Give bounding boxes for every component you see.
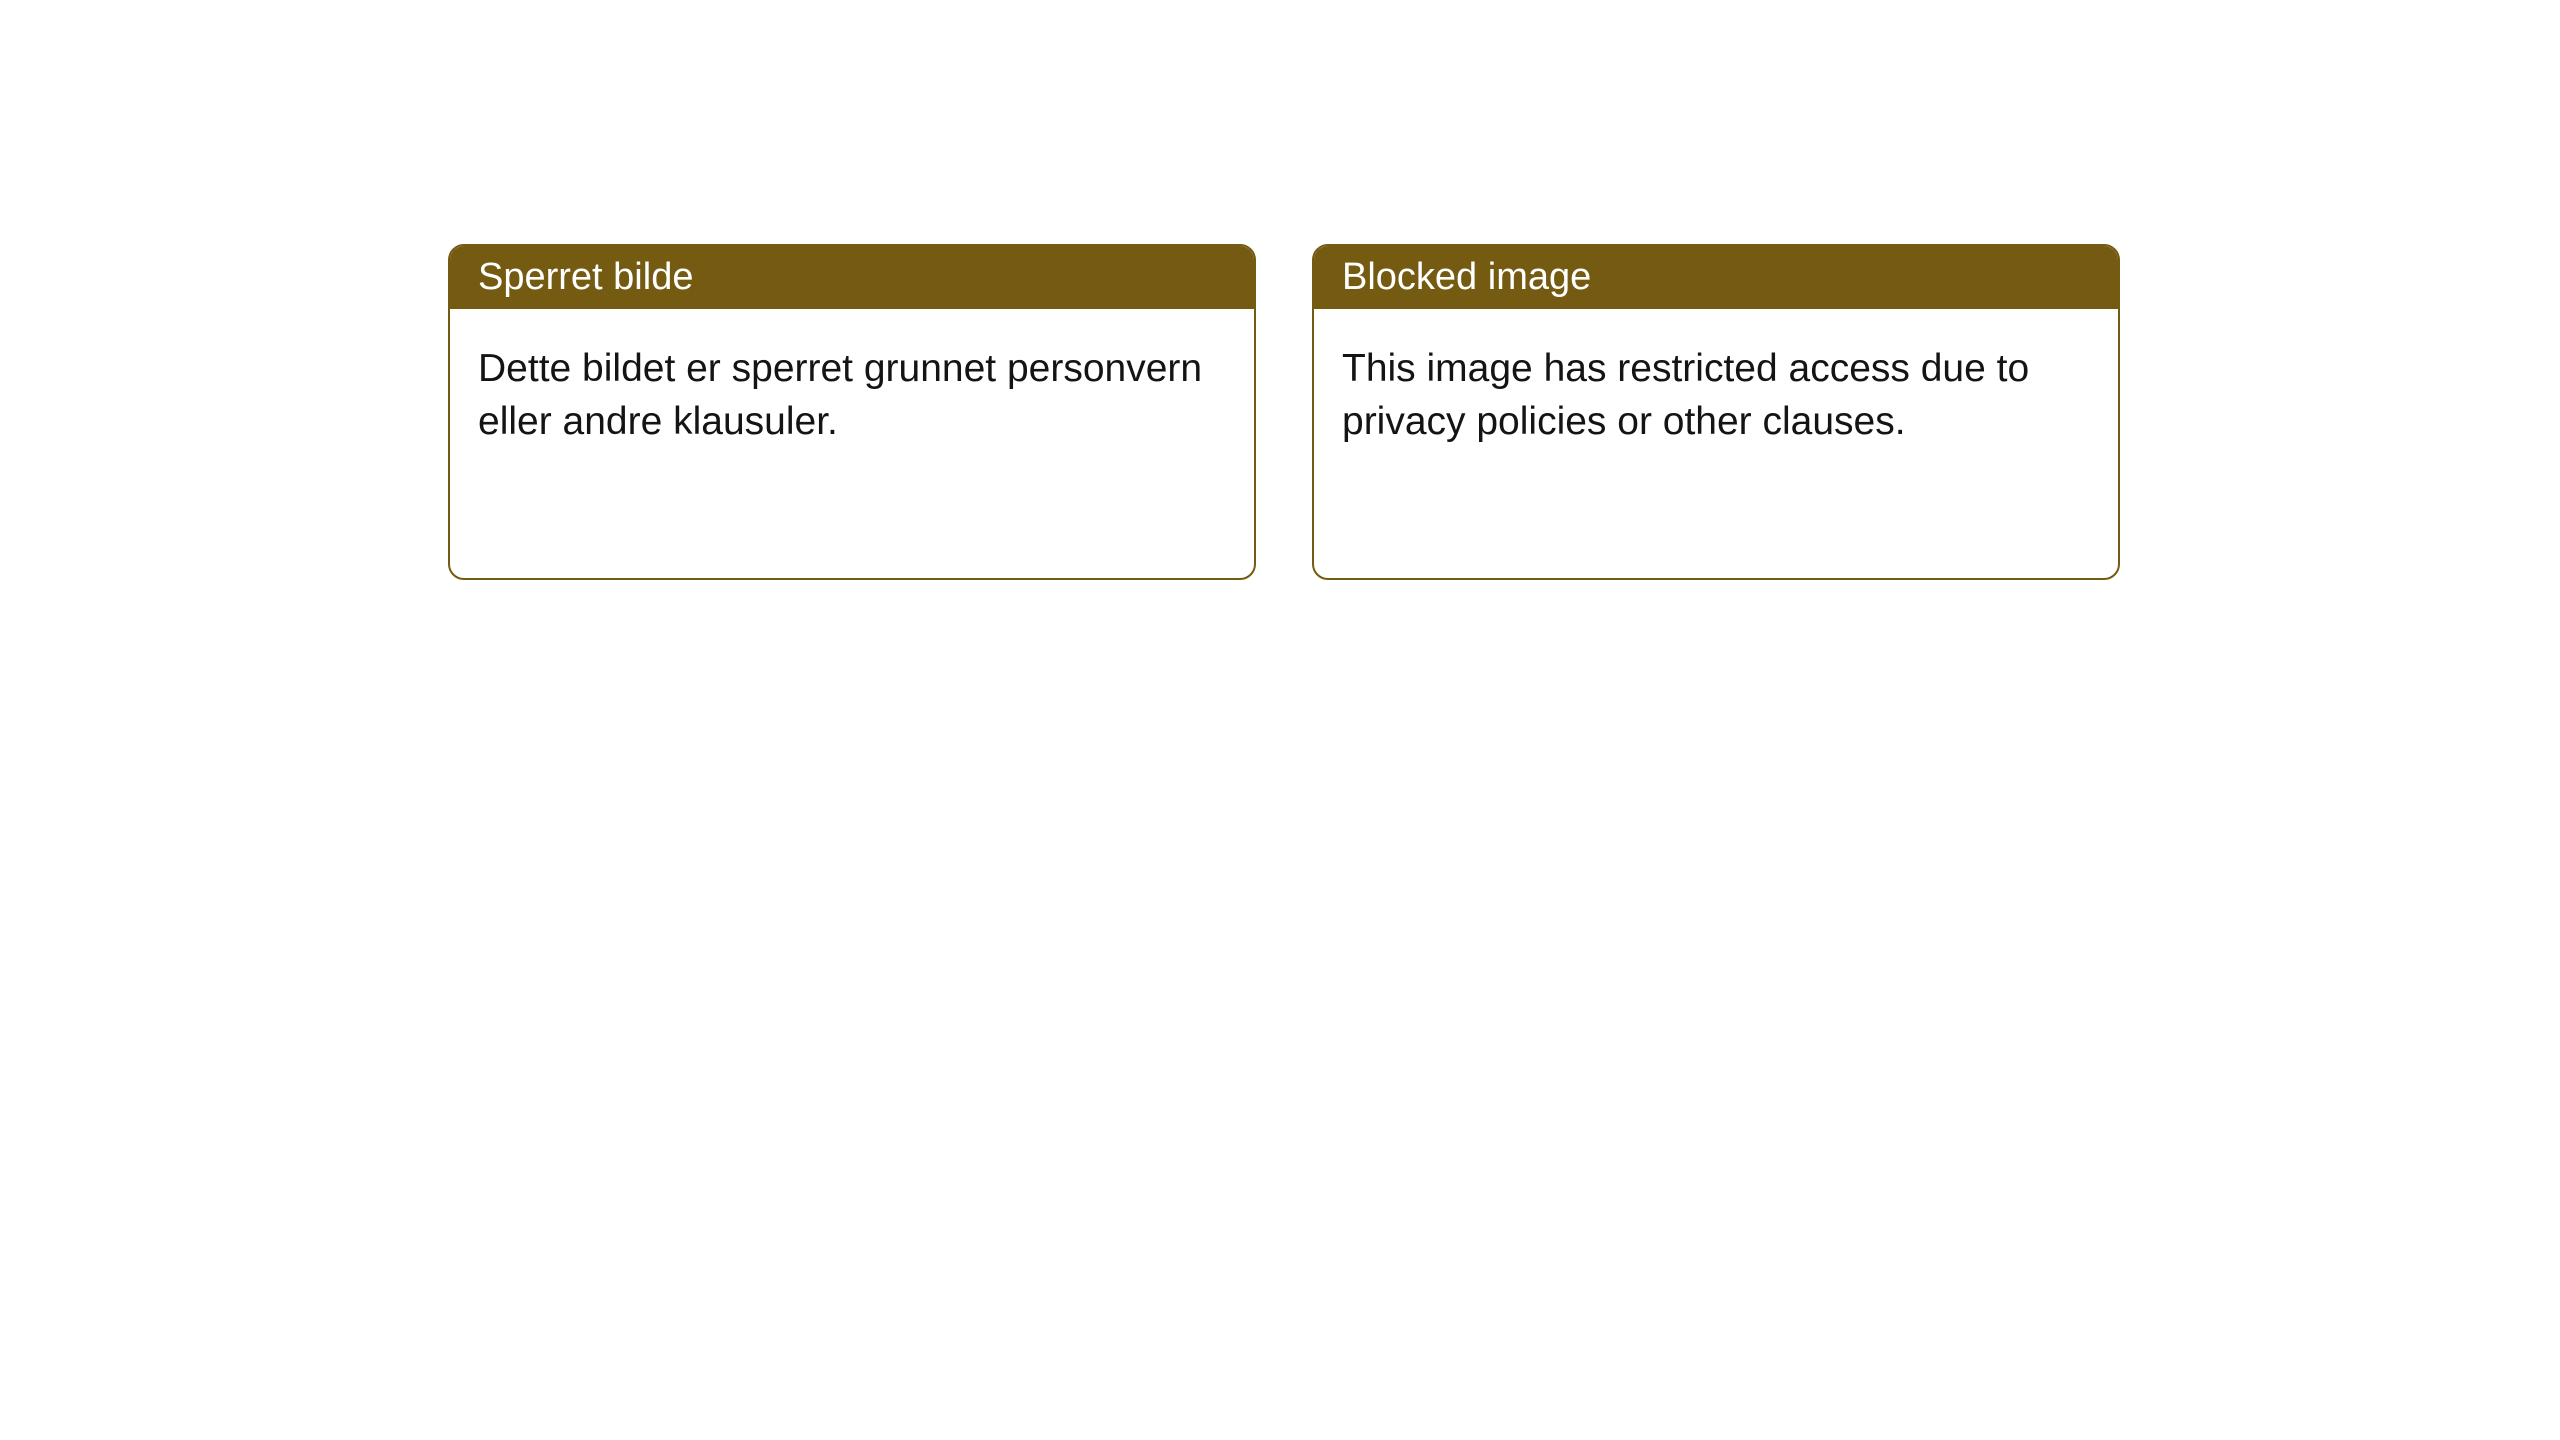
notice-body-norwegian: Dette bildet er sperret grunnet personve… — [450, 309, 1254, 482]
notice-card-norwegian: Sperret bilde Dette bildet er sperret gr… — [448, 244, 1256, 580]
notice-title-english: Blocked image — [1314, 246, 2118, 309]
notice-title-norwegian: Sperret bilde — [450, 246, 1254, 309]
notice-container: Sperret bilde Dette bildet er sperret gr… — [0, 0, 2560, 580]
notice-body-english: This image has restricted access due to … — [1314, 309, 2118, 482]
notice-card-english: Blocked image This image has restricted … — [1312, 244, 2120, 580]
